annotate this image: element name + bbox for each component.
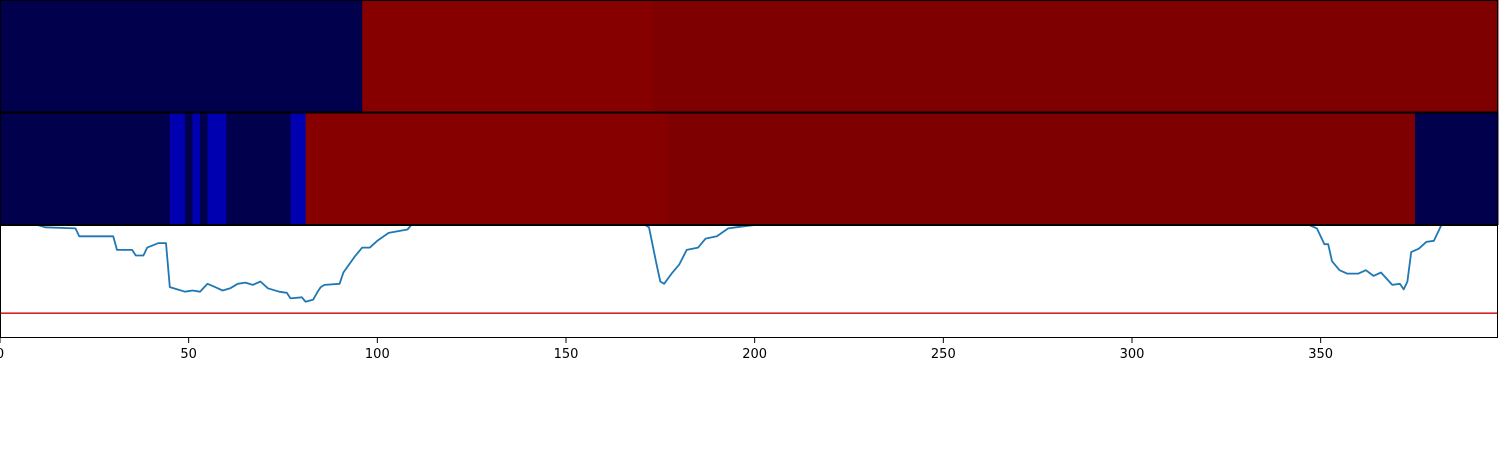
strip-1-segment-10 xyxy=(1414,112,1499,225)
strip-1-segment-2 xyxy=(184,112,193,225)
strip-1-segment-7 xyxy=(290,112,307,225)
strip-0-segment-2 xyxy=(652,0,1499,113)
x-tick-label-200: 200 xyxy=(742,347,767,362)
x-tick-label-250: 250 xyxy=(931,347,956,362)
line-panel-background xyxy=(0,225,1498,338)
x-tick-label-300: 300 xyxy=(1120,347,1145,362)
strip-0-segment-0 xyxy=(0,0,363,113)
strip-1-segment-0 xyxy=(0,112,171,225)
strip-0-frame xyxy=(0,0,1498,113)
x-tick-label-0: 0 xyxy=(0,347,4,362)
line-panel-frame xyxy=(0,225,1498,338)
strip-0-segment-1 xyxy=(362,0,654,113)
x-tick-label-50: 50 xyxy=(180,347,197,362)
strip-1-segment-6 xyxy=(226,112,292,225)
strip-1-segment-3 xyxy=(192,112,201,225)
x-tick-label-150: 150 xyxy=(554,347,579,362)
series-line-0 xyxy=(0,224,1498,303)
x-tick-label-350: 350 xyxy=(1308,347,1333,362)
strip-1-segment-8 xyxy=(305,112,669,225)
strip-1-segment-5 xyxy=(207,112,227,225)
strip-1-frame xyxy=(0,112,1498,225)
strip-1-segment-1 xyxy=(169,112,186,225)
strip-1-segment-4 xyxy=(199,112,209,225)
strip-1-segment-9 xyxy=(667,112,1416,225)
x-tick-label-100: 100 xyxy=(365,347,390,362)
